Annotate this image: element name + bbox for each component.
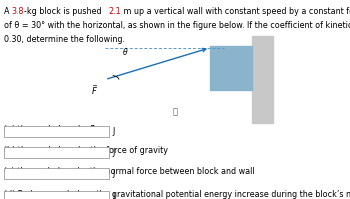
Text: A: A bbox=[4, 7, 12, 16]
Text: 0.30, determine the following.: 0.30, determine the following. bbox=[4, 35, 125, 44]
Text: ⓘ: ⓘ bbox=[173, 107, 177, 116]
FancyBboxPatch shape bbox=[4, 147, 108, 158]
Bar bbox=[210, 46, 252, 90]
Text: 2.1: 2.1 bbox=[108, 7, 121, 16]
Text: (c) the work done by the normal force between block and wall: (c) the work done by the normal force be… bbox=[4, 167, 254, 176]
Text: (a) the work done by F⃗: (a) the work done by F⃗ bbox=[4, 125, 94, 134]
Text: (d) By how much does the gravitational potential energy increase during the bloc: (d) By how much does the gravitational p… bbox=[4, 190, 350, 199]
Text: J: J bbox=[112, 169, 114, 178]
Text: J: J bbox=[112, 148, 114, 157]
Text: J: J bbox=[112, 127, 114, 136]
FancyBboxPatch shape bbox=[4, 126, 108, 137]
Text: $\theta$: $\theta$ bbox=[122, 46, 129, 57]
Text: J: J bbox=[112, 192, 114, 199]
Text: -kg block is pushed: -kg block is pushed bbox=[25, 7, 105, 16]
Bar bbox=[252, 36, 273, 123]
FancyBboxPatch shape bbox=[4, 168, 108, 179]
Text: (b) the work done by the force of gravity: (b) the work done by the force of gravit… bbox=[4, 146, 168, 155]
Text: m up a vertical wall with constant speed by a constant force of magnitude F appl: m up a vertical wall with constant speed… bbox=[121, 7, 350, 16]
Text: $\vec{F}$: $\vec{F}$ bbox=[91, 84, 98, 98]
Text: of θ = 30° with the horizontal, as shown in the figure below. If the coefficient: of θ = 30° with the horizontal, as shown… bbox=[4, 21, 350, 30]
Text: 3.8: 3.8 bbox=[12, 7, 24, 16]
FancyBboxPatch shape bbox=[4, 191, 108, 199]
